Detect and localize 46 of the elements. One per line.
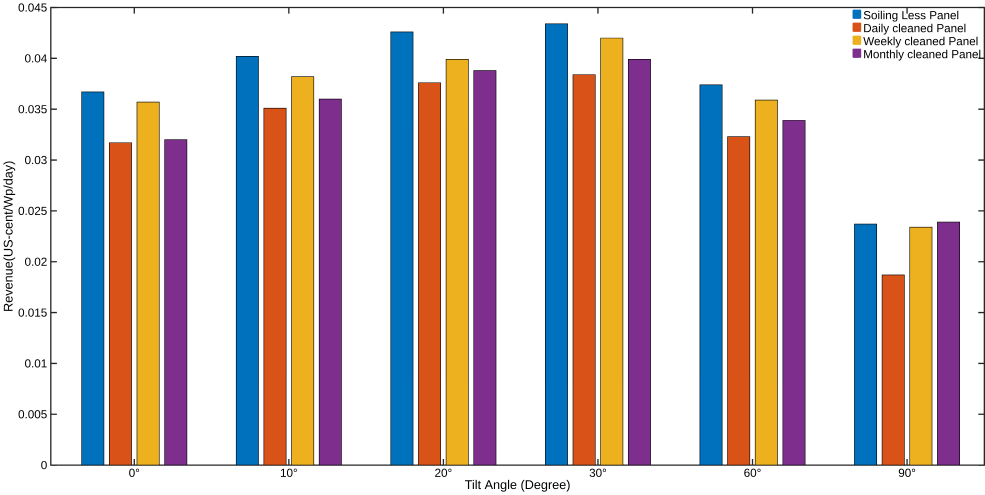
legend-label: Soiling Less Panel <box>864 10 958 22</box>
bar <box>81 92 104 466</box>
bar <box>882 274 905 466</box>
bar <box>754 100 778 466</box>
bar <box>109 142 132 466</box>
y-tick-label: 0.02 <box>25 258 47 266</box>
bar <box>291 76 314 466</box>
y-tick-label: 0.03 <box>25 156 47 164</box>
bar <box>236 56 259 466</box>
y-tick-label: 0.025 <box>18 206 47 215</box>
bar <box>390 32 414 466</box>
legend-label: Monthly cleaned Panel <box>864 50 980 61</box>
bar <box>264 108 286 466</box>
bar <box>545 23 568 466</box>
bar <box>446 59 469 466</box>
y-axis-title: Revenue(US-cent/Wp/day) <box>3 161 16 311</box>
bar <box>854 224 878 466</box>
bar <box>418 82 442 466</box>
x-tick-label: 90° <box>898 468 916 477</box>
y-tick-label: 0 <box>41 460 47 470</box>
bar <box>628 59 651 466</box>
x-axis-title: Tilt Angle (Degree) <box>464 480 570 492</box>
bar <box>164 139 188 466</box>
y-tick-label: 0.035 <box>18 105 47 114</box>
bar <box>318 98 342 466</box>
x-tick-label: 20° <box>435 468 452 477</box>
y-tick-label: 0.04 <box>25 54 47 62</box>
legend-label: Weekly cleaned Panel <box>863 36 978 48</box>
x-tick-label: 10° <box>280 468 297 477</box>
y-tick-label: 0.01 <box>25 359 47 368</box>
y-tick-label: 0.015 <box>18 308 47 317</box>
bar <box>727 136 750 466</box>
x-tick-label: 30° <box>590 468 606 477</box>
x-tick-label: 60° <box>744 468 761 477</box>
x-tick-label: 0° <box>129 468 140 477</box>
bar <box>909 226 932 466</box>
y-tick-label: 0.045 <box>18 3 47 12</box>
bar <box>572 74 596 466</box>
bar <box>700 84 722 466</box>
bar <box>600 38 624 466</box>
bar <box>782 120 806 466</box>
y-tick-label: 0.005 <box>18 410 47 418</box>
bar <box>473 70 496 466</box>
bar <box>937 222 960 466</box>
legend-label: Daily cleaned Panel <box>864 24 966 35</box>
bar <box>136 102 160 466</box>
